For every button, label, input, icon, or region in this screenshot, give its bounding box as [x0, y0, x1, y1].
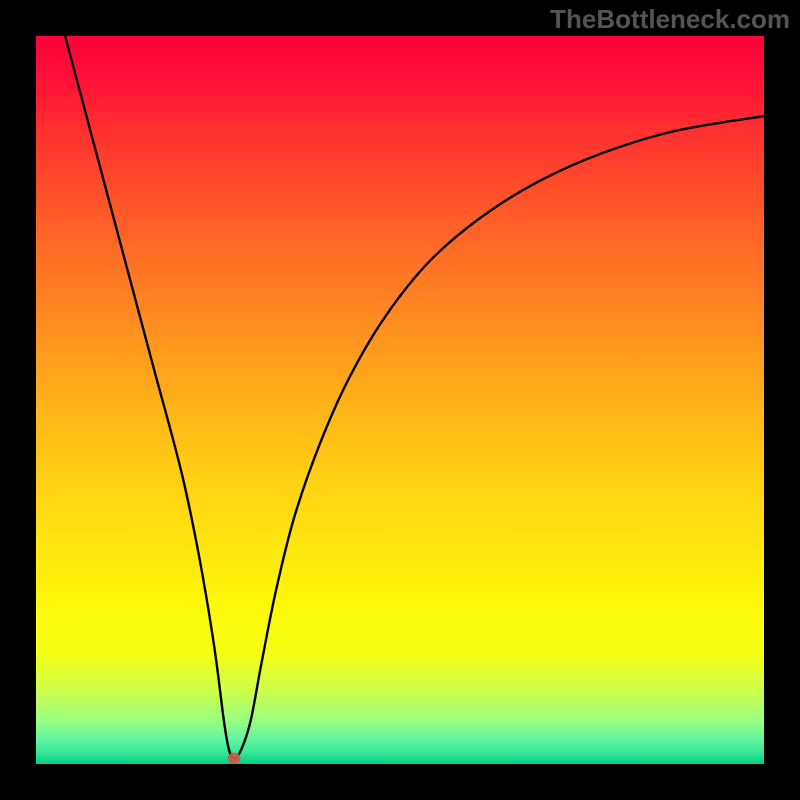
watermark-text: TheBottleneck.com	[550, 4, 790, 35]
plot-svg	[36, 36, 764, 764]
plot-area	[36, 36, 764, 764]
chart-frame: TheBottleneck.com	[0, 0, 800, 800]
optimal-point-marker	[228, 753, 241, 764]
plot-background	[36, 36, 764, 764]
